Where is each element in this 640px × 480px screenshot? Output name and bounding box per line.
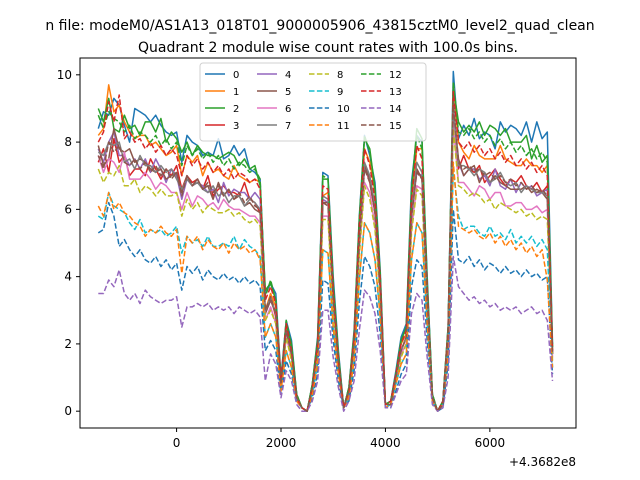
legend-label: 4 [285,70,291,81]
x-tick-label: 4000 [370,436,401,450]
legend-label: 8 [337,70,343,81]
y-tick-label: 10 [57,68,72,82]
series-line-2 [97,87,554,412]
legend-label: 11 [337,121,350,132]
legend-label: 7 [285,121,291,132]
legend-label: 15 [389,121,402,132]
legend-label: 12 [389,70,402,81]
series-line-15 [97,100,554,412]
series-line-1 [97,84,554,412]
y-tick-label: 6 [64,202,72,216]
series-line-11 [97,161,554,412]
series-line-6 [97,124,554,412]
series-line-12 [97,80,554,412]
axes-frame [79,57,577,429]
x-tick-label: 2000 [266,436,297,450]
x-tick-label: 0 [173,436,181,450]
legend-label: 1 [233,87,239,98]
series-line-14 [98,255,554,412]
x-tick-label: 6000 [475,436,506,450]
legend-label: 10 [337,104,350,115]
y-tick-label: 4 [64,270,72,284]
series-line-3 [97,104,554,412]
legend-label: 2 [233,104,239,115]
legend-label: 0 [233,70,239,81]
legend-label: 6 [285,104,291,115]
legend-label: 14 [389,104,402,115]
chart-title: Quadrant 2 module wise count rates with … [138,40,518,56]
series-line-0 [97,70,554,412]
y-tick-label: 8 [64,135,72,149]
x-offset-text: +4.3682e8 [509,455,576,469]
legend-label: 13 [389,87,402,98]
y-tick-label: 2 [64,337,72,351]
plot-lines [97,70,554,412]
series-line-9 [97,168,554,412]
y-tick-label: 0 [64,404,72,418]
series-line-10 [97,201,554,412]
legend-label: 9 [337,87,343,98]
legend-label: 3 [233,121,239,132]
y-axis-ticks: 0 2 4 6 8 10 [57,68,80,418]
series-line-7 [97,107,554,412]
series-line-13 [97,90,554,412]
x-axis-ticks: 0 2000 4000 6000 [173,428,505,450]
figure-suptitle: n file: modeM0/AS1A13_018T01_9000005906_… [45,18,594,34]
legend-box [199,62,427,142]
series-line-8 [97,127,554,412]
legend-label: 5 [285,87,291,98]
